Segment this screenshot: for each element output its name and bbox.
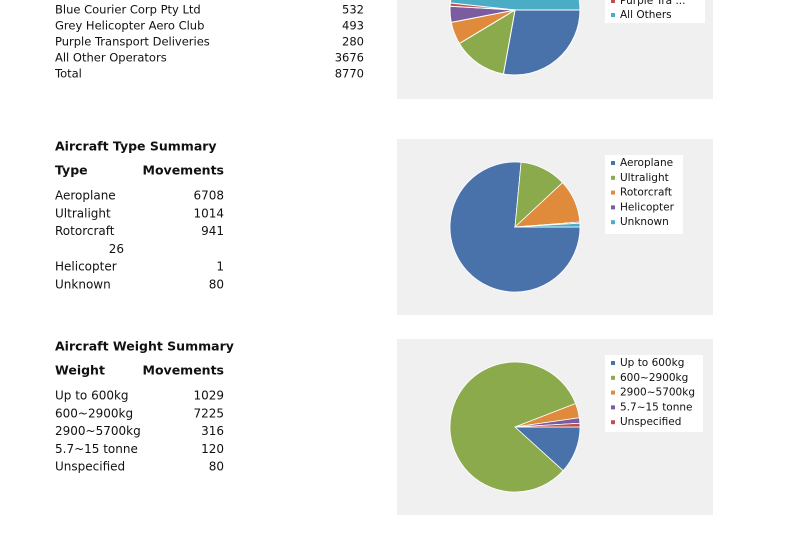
row-value: 6708 bbox=[193, 189, 224, 203]
row-value: 1 bbox=[216, 260, 224, 274]
row-label: All Other Operators bbox=[55, 51, 167, 65]
row-value: 8770 bbox=[335, 67, 364, 81]
legend-label: 600~2900kg bbox=[620, 372, 688, 384]
row-value: 316 bbox=[201, 424, 224, 438]
row-label: Purple Transport Deliveries bbox=[55, 35, 210, 49]
pie-slice bbox=[449, 2, 516, 11]
legend-swatch bbox=[611, 161, 615, 165]
legend-swatch bbox=[611, 205, 615, 210]
legend-label: 5.7~15 tonne bbox=[620, 401, 693, 413]
legend-label: Purple Tra ... bbox=[620, 0, 685, 7]
legend-swatch bbox=[611, 0, 615, 3]
row-value: 7225 bbox=[193, 406, 224, 420]
pie-slice bbox=[449, 361, 577, 493]
section-title: Aircraft Type Summary bbox=[55, 139, 217, 154]
column-header: Type bbox=[55, 163, 88, 178]
row-value: 80 bbox=[209, 278, 224, 292]
legend-swatch bbox=[611, 375, 615, 380]
row-label: Total bbox=[54, 67, 82, 81]
pie-slice bbox=[458, 9, 516, 75]
row-value: 493 bbox=[342, 19, 364, 33]
legend-swatch bbox=[611, 175, 615, 180]
column-header: Movements bbox=[143, 363, 224, 378]
row-value: 80 bbox=[209, 460, 224, 474]
row-label: Unspecified bbox=[55, 460, 125, 474]
row-label: Up to 600kg bbox=[55, 389, 129, 403]
pie-slice bbox=[449, 161, 581, 293]
legend-box bbox=[605, 355, 703, 432]
column-header: Weight bbox=[55, 363, 105, 378]
legend-swatch bbox=[611, 13, 615, 17]
legend-swatch bbox=[611, 361, 615, 365]
operator-pie bbox=[449, 0, 581, 76]
row-value: 120 bbox=[201, 442, 224, 456]
legend-label: Aeroplane bbox=[620, 157, 673, 169]
row-value: 26 bbox=[109, 242, 124, 256]
row-value: 1014 bbox=[193, 206, 224, 220]
row-label: Unknown bbox=[55, 278, 111, 292]
legend-swatch bbox=[611, 390, 615, 395]
legend-box bbox=[605, 155, 683, 234]
legend-label: All Others bbox=[620, 9, 672, 21]
row-label: Grey Helicopter Aero Club bbox=[55, 19, 204, 33]
row-label: 2900~5700kg bbox=[55, 424, 141, 438]
legend-box bbox=[605, 0, 705, 23]
row-value: 280 bbox=[342, 35, 364, 49]
legend-label: Rotorcraft bbox=[620, 187, 672, 199]
row-value: 1029 bbox=[193, 389, 224, 403]
pie-slice bbox=[514, 422, 581, 428]
row-label: Aeroplane bbox=[55, 189, 116, 203]
legend-label: Unknown bbox=[620, 216, 669, 228]
legend-label: Ultralight bbox=[620, 172, 669, 184]
row-label: 5.7~15 tonne bbox=[55, 442, 138, 456]
row-label: Helicopter bbox=[55, 260, 117, 274]
row-label: Ultralight bbox=[55, 206, 111, 220]
row-value: 941 bbox=[201, 224, 224, 238]
legend-swatch bbox=[611, 420, 615, 425]
pie-slice bbox=[502, 9, 581, 76]
legend-swatch bbox=[611, 405, 615, 410]
legend-label: Up to 600kg bbox=[620, 357, 684, 369]
row-value: 532 bbox=[342, 3, 364, 17]
legend-swatch bbox=[611, 220, 615, 225]
column-header: Movements bbox=[143, 163, 224, 178]
legend-label: 2900~5700kg bbox=[620, 387, 695, 399]
section-title: Aircraft Weight Summary bbox=[55, 339, 234, 354]
row-label: Blue Courier Corp Pty Ltd bbox=[55, 3, 201, 17]
row-label: Rotorcraft bbox=[55, 224, 115, 238]
legend-label: Helicopter bbox=[620, 201, 675, 213]
legend-label: Unspecified bbox=[620, 416, 681, 428]
row-value: 3676 bbox=[335, 51, 364, 65]
pie-slice bbox=[449, 0, 581, 11]
legend-swatch bbox=[611, 190, 615, 195]
pie-slice bbox=[514, 222, 581, 228]
row-label: 600~2900kg bbox=[55, 406, 133, 420]
